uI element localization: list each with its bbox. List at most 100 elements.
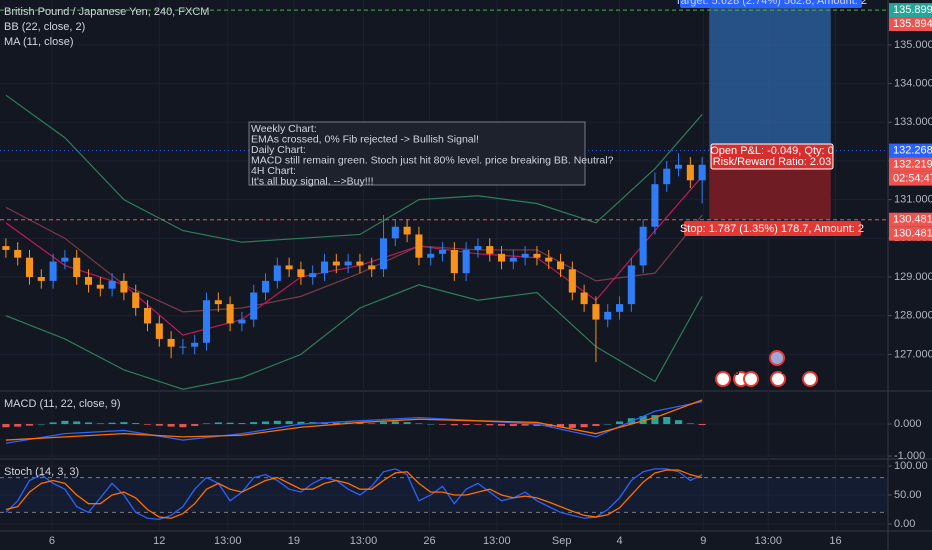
macd-histogram-bar (651, 415, 659, 425)
macd-histogram-bar (450, 424, 458, 426)
macd-histogram-bar (521, 424, 529, 426)
x-tick-label: 13:00 (754, 535, 782, 547)
stop-label: Stop: 1.787 (1.35%) 178.7, Amount: 2 (680, 223, 864, 235)
candle-body (238, 319, 246, 324)
indicator-label: BB (22, close, 2) (4, 21, 85, 33)
candle-body (226, 304, 234, 324)
candle-body (14, 249, 22, 258)
event-icon[interactable] (770, 371, 786, 387)
macd-histogram-bar (415, 423, 423, 425)
macd-histogram-bar (191, 424, 199, 426)
x-tick-label: 6 (49, 535, 55, 547)
macd-histogram-bar (14, 424, 22, 427)
price-label: 130.481 (893, 214, 932, 226)
candle-body (108, 280, 116, 289)
macd-histogram-bar (25, 424, 34, 426)
note-text: MACD still remain green. Stoch just hit … (251, 154, 614, 166)
price-label: 130.481 (893, 228, 932, 240)
macd-histogram-bar (250, 422, 258, 425)
indicator-label: MA (11, close) (4, 36, 74, 48)
x-tick-label: 13:00 (350, 535, 378, 547)
candle-body (61, 257, 69, 262)
macd-histogram-bar (438, 424, 447, 425)
y-tick-label: 0.000 (894, 418, 922, 430)
macd-histogram-bar (615, 421, 624, 425)
candle-body (84, 277, 93, 285)
macd-line (5, 400, 703, 444)
macd-histogram-bar (73, 421, 81, 425)
macd-histogram-bar (96, 423, 104, 425)
candle-body (438, 249, 447, 254)
macd-histogram-bar (639, 416, 647, 425)
macd-histogram-bar (403, 422, 411, 425)
x-tick-label: 13:00 (214, 535, 242, 547)
note-text: Daily Chart: (251, 144, 306, 156)
pnl-label-box (710, 143, 834, 170)
candle-body (2, 246, 10, 250)
event-icon[interactable] (743, 371, 759, 387)
price-label: 132.219 (893, 158, 932, 170)
rr-label: Risk/Reward Ratio: 2.03 (713, 156, 832, 168)
x-tick-label: 9 (700, 535, 706, 547)
countdown-box (889, 171, 932, 186)
candle-body (651, 184, 659, 227)
macd-histogram-bar (686, 423, 694, 425)
x-tick-label: 12 (153, 535, 165, 547)
candle-body (627, 265, 635, 305)
stop-label-box (684, 221, 861, 236)
macd-histogram-bar (462, 424, 470, 425)
candle-body (462, 249, 470, 274)
countdown: 02:54:47 (893, 172, 932, 184)
y-tick-label: 0.00 (894, 518, 915, 530)
macd-histogram-bar (486, 424, 494, 426)
candle-body (297, 269, 305, 278)
price-label-box (889, 17, 932, 32)
candle-body (179, 346, 187, 348)
candle-body (427, 253, 435, 258)
macd-histogram-bar (368, 423, 376, 425)
candle-body (214, 300, 222, 305)
indicator-label: Stoch (14, 3, 3) (4, 466, 79, 478)
y-tick-label: 129.000 (894, 271, 932, 283)
candle-body (415, 234, 423, 258)
candle-body (368, 265, 376, 270)
candle-body (250, 292, 258, 320)
event-count: 5 (735, 368, 740, 377)
candle-body (674, 164, 683, 169)
macd-histogram-bar (474, 424, 482, 425)
macd-histogram-bar (698, 424, 706, 425)
macd-histogram-bar (592, 424, 600, 426)
candle-body (391, 226, 399, 239)
candle-body (344, 261, 352, 266)
candle-body (273, 265, 281, 281)
overlay-line (5, 94, 703, 243)
event-icon[interactable] (769, 350, 785, 366)
macd-histogram-bar (120, 422, 128, 425)
candle-body (191, 342, 199, 347)
macd-histogram-bar (61, 420, 69, 425)
candle-body (167, 338, 175, 347)
y-tick-label: 50.00 (894, 489, 922, 501)
target-label: Target: 5.628 (2.74%) 562.8, Amount: 2 (675, 0, 867, 7)
event-icon[interactable] (715, 371, 731, 387)
candle-body (486, 246, 494, 254)
y-tick-label: 133.000 (894, 116, 932, 128)
event-icon[interactable] (802, 371, 818, 387)
candle-body (285, 265, 293, 270)
note-text: It's all buy signal. -->Buy!!! (251, 175, 374, 187)
macd-histogram-bar (108, 422, 116, 425)
macd-histogram-bar (84, 422, 93, 425)
macd-histogram-bar (2, 424, 10, 428)
macd-histogram-bar (356, 422, 364, 425)
candle-body (686, 164, 694, 181)
x-tick-label: Sep (552, 535, 572, 547)
candle-body (509, 257, 517, 262)
candle-body (25, 257, 34, 278)
indicator-label: MACD (11, 22, close, 9) (4, 398, 121, 410)
target-zone (709, 0, 831, 151)
macd-histogram-bar (580, 424, 588, 428)
candle-body (450, 249, 458, 274)
candle-body (663, 168, 671, 185)
macd-histogram-bar (49, 422, 57, 425)
